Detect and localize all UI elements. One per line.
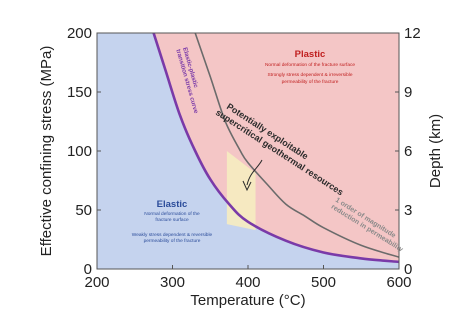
x-tick-label: 300 xyxy=(160,274,185,291)
series-line-permeability-reduction xyxy=(194,33,399,258)
elastic-note-1: Normal deformation of the xyxy=(144,211,200,217)
y-axis-left-title: Effective confining stress (MPa) xyxy=(38,46,55,257)
elastic-title: Elastic xyxy=(157,199,188,210)
plastic-note-3: permeability of the fracture xyxy=(282,79,339,85)
y-left-tick-label: 200 xyxy=(67,25,92,42)
resources-arrowhead xyxy=(242,180,252,192)
plot-area xyxy=(97,33,399,269)
x-tick-label: 200 xyxy=(84,274,109,291)
series-layer xyxy=(152,33,399,264)
x-tick-label: 600 xyxy=(386,274,411,291)
y-left-tick-label: 100 xyxy=(67,143,92,160)
y-left-tick-label: 0 xyxy=(84,261,92,278)
y-right-tick-label: 6 xyxy=(404,143,412,160)
elastic-note-2: fracture surface xyxy=(155,217,189,223)
y-right-tick-label: 9 xyxy=(404,84,412,101)
x-axis-title: Temperature (°C) xyxy=(190,292,305,309)
y-left-tick-label: 50 xyxy=(75,202,92,219)
y-axis-right-title: Depth (km) xyxy=(427,114,444,188)
series-line-elastic-plastic-transition xyxy=(152,33,399,264)
plastic-title: Plastic xyxy=(295,49,326,60)
y-right-tick-label: 12 xyxy=(404,25,421,42)
elastic-note-4: permeability of the fracture xyxy=(144,238,201,244)
plastic-note-1: Normal deformation of the fracture surfa… xyxy=(265,62,355,68)
x-tick-label: 500 xyxy=(311,274,336,291)
y-right-tick-label: 3 xyxy=(404,202,412,219)
x-tick-label: 400 xyxy=(235,274,260,291)
y-left-tick-label: 150 xyxy=(67,84,92,101)
resources-arrow xyxy=(246,159,263,186)
y-right-tick-label: 0 xyxy=(404,261,412,278)
elastic-note-3: Weakly stress dependent & reversible xyxy=(132,232,213,238)
plastic-note-2: Strongly stress dependent & irreversible xyxy=(267,72,352,78)
